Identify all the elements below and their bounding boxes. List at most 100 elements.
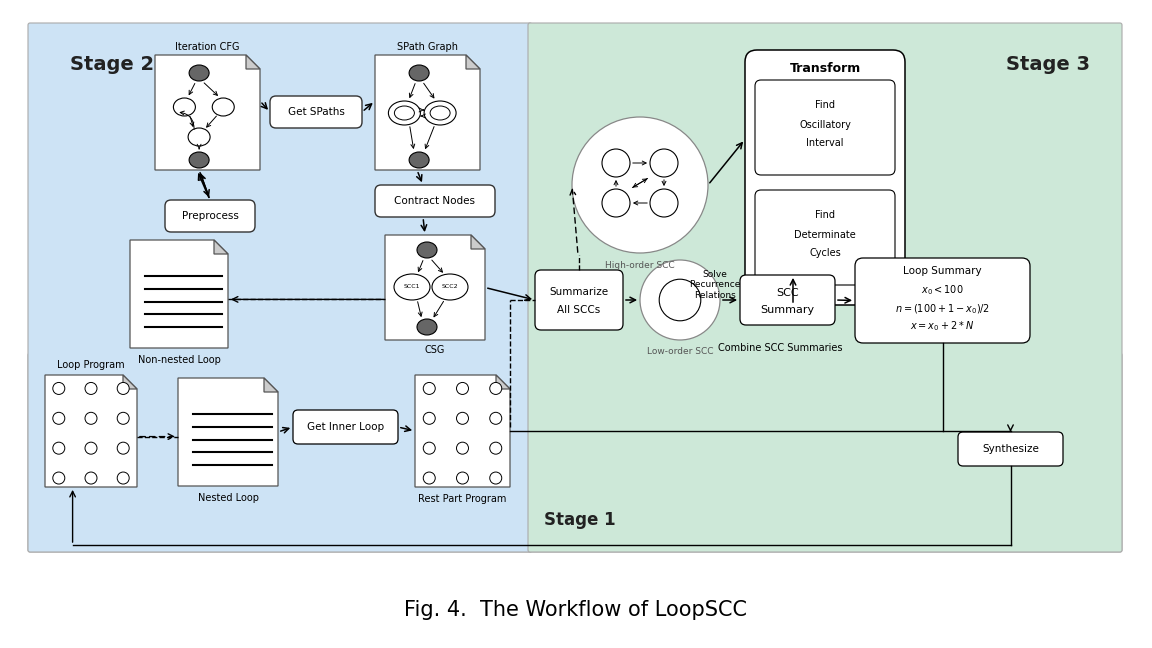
Text: Summary: Summary — [760, 305, 814, 315]
Ellipse shape — [394, 274, 430, 300]
FancyBboxPatch shape — [855, 258, 1030, 343]
Text: Oscillatory: Oscillatory — [799, 120, 851, 130]
Text: Get Inner Loop: Get Inner Loop — [306, 422, 384, 432]
Ellipse shape — [388, 101, 420, 125]
Polygon shape — [497, 375, 510, 389]
Text: Preprocess: Preprocess — [182, 211, 238, 221]
Polygon shape — [156, 55, 260, 170]
Circle shape — [641, 260, 720, 340]
Circle shape — [85, 382, 97, 395]
FancyBboxPatch shape — [535, 270, 623, 330]
Text: CSG: CSG — [425, 345, 445, 355]
Text: Rest Part Program: Rest Part Program — [418, 494, 507, 504]
Polygon shape — [264, 378, 278, 392]
Ellipse shape — [417, 242, 437, 258]
Circle shape — [53, 412, 65, 424]
Text: Combine SCC Summaries: Combine SCC Summaries — [718, 343, 842, 353]
Text: Find: Find — [814, 210, 835, 220]
Text: Summarize: Summarize — [550, 287, 608, 297]
Circle shape — [85, 412, 97, 424]
Polygon shape — [45, 375, 137, 487]
Polygon shape — [123, 375, 137, 389]
Ellipse shape — [212, 98, 234, 116]
Ellipse shape — [417, 319, 437, 335]
Circle shape — [53, 382, 65, 395]
FancyBboxPatch shape — [293, 410, 397, 444]
Text: Low-order SCC: Low-order SCC — [646, 347, 713, 356]
Ellipse shape — [430, 106, 450, 120]
Text: Loop Program: Loop Program — [58, 360, 124, 370]
FancyBboxPatch shape — [755, 80, 895, 175]
Text: Stage 2: Stage 2 — [70, 56, 154, 75]
Circle shape — [85, 442, 97, 454]
Circle shape — [456, 412, 469, 424]
Circle shape — [456, 472, 469, 484]
Circle shape — [602, 189, 630, 217]
FancyBboxPatch shape — [740, 275, 835, 325]
Text: SCC: SCC — [776, 288, 798, 298]
Circle shape — [650, 149, 679, 177]
Ellipse shape — [424, 101, 456, 125]
Text: Iteration CFG: Iteration CFG — [175, 42, 240, 52]
Circle shape — [423, 412, 435, 424]
FancyBboxPatch shape — [165, 200, 255, 232]
Circle shape — [456, 382, 469, 395]
Text: $n=(100+1-x_0)/2$: $n=(100+1-x_0)/2$ — [895, 302, 990, 316]
Circle shape — [53, 472, 65, 484]
Circle shape — [423, 472, 435, 484]
Circle shape — [490, 412, 502, 424]
Text: Fig. 4.  The Workflow of LoopSCC: Fig. 4. The Workflow of LoopSCC — [404, 600, 748, 620]
Circle shape — [53, 442, 65, 454]
Circle shape — [85, 472, 97, 484]
Ellipse shape — [394, 106, 415, 120]
Ellipse shape — [409, 65, 429, 81]
Circle shape — [423, 442, 435, 454]
FancyBboxPatch shape — [28, 353, 1122, 552]
Ellipse shape — [174, 98, 196, 116]
Ellipse shape — [409, 152, 429, 168]
Ellipse shape — [432, 274, 468, 300]
Polygon shape — [467, 55, 480, 69]
FancyBboxPatch shape — [958, 432, 1063, 466]
Circle shape — [118, 412, 129, 424]
Polygon shape — [247, 55, 260, 69]
Circle shape — [423, 382, 435, 395]
Polygon shape — [385, 235, 485, 340]
FancyBboxPatch shape — [376, 185, 495, 217]
Text: Solve
Recurrence
Relations: Solve Recurrence Relations — [689, 270, 741, 300]
Ellipse shape — [188, 128, 210, 146]
FancyBboxPatch shape — [28, 23, 532, 552]
FancyBboxPatch shape — [528, 23, 1122, 552]
Text: $x=x_0+2*N$: $x=x_0+2*N$ — [910, 319, 975, 333]
Circle shape — [490, 382, 502, 395]
Text: Get SPaths: Get SPaths — [288, 107, 344, 117]
Text: Non-nested Loop: Non-nested Loop — [137, 355, 220, 365]
Text: Cycles: Cycles — [809, 248, 841, 258]
Text: SCC2: SCC2 — [441, 284, 458, 290]
Text: Loop Summary: Loop Summary — [903, 266, 982, 276]
Text: All SCCs: All SCCs — [558, 305, 600, 315]
FancyBboxPatch shape — [745, 50, 905, 305]
Circle shape — [659, 279, 700, 321]
Polygon shape — [214, 240, 228, 254]
Polygon shape — [471, 235, 485, 249]
Circle shape — [573, 117, 708, 253]
Ellipse shape — [189, 65, 210, 81]
FancyBboxPatch shape — [755, 190, 895, 285]
FancyBboxPatch shape — [270, 96, 362, 128]
Polygon shape — [376, 55, 480, 170]
Circle shape — [602, 149, 630, 177]
Text: Find: Find — [814, 100, 835, 110]
Polygon shape — [130, 240, 228, 348]
Circle shape — [456, 442, 469, 454]
Text: Transform: Transform — [789, 62, 861, 75]
Text: Synthesize: Synthesize — [982, 444, 1039, 454]
Text: $x_0 < 100$: $x_0 < 100$ — [922, 283, 964, 297]
Text: Stage 1: Stage 1 — [544, 511, 616, 529]
Text: Contract Nodes: Contract Nodes — [394, 196, 476, 206]
Text: SCC1: SCC1 — [403, 284, 420, 290]
Circle shape — [118, 442, 129, 454]
Circle shape — [650, 189, 679, 217]
Text: Interval: Interval — [806, 138, 843, 148]
Text: Nested Loop: Nested Loop — [197, 493, 258, 503]
